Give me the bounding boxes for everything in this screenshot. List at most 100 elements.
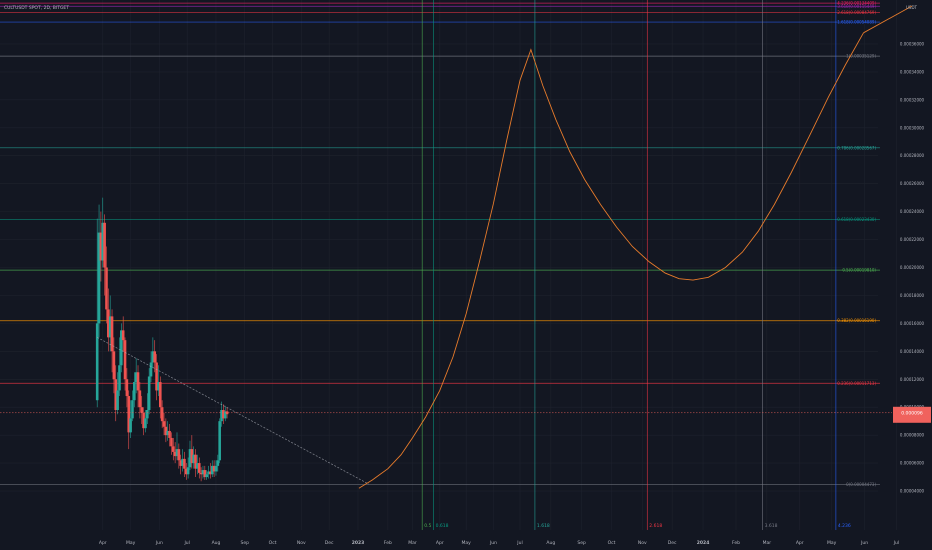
- candle: [140, 396, 144, 424]
- candle: [133, 372, 136, 408]
- candle-body: [157, 382, 160, 391]
- time-zone-label: 1.618: [537, 523, 550, 529]
- x-tick-label: Jul: [183, 540, 189, 546]
- candle: [220, 401, 223, 427]
- x-tick-label: May: [126, 540, 136, 546]
- candle: [166, 421, 170, 441]
- candle-body: [107, 309, 110, 338]
- y-tick-label: 0.00022000: [900, 237, 925, 242]
- candle-body: [222, 410, 225, 419]
- price-axis[interactable]: 0.00036000 0.00034000 0.00032000 0.00030000…: [900, 41, 925, 493]
- candle-body: [144, 418, 147, 429]
- grid: [0, 0, 897, 530]
- time-axis[interactable]: Apr May Jun Jul Aug Sep Oct Nov Dec 2023 Feb Mar Apr…: [99, 540, 899, 546]
- x-tick-label: Jun: [155, 540, 163, 546]
- candle-body: [216, 460, 220, 466]
- candle: [201, 465, 205, 479]
- candle: [209, 463, 212, 479]
- candle: [225, 407, 229, 419]
- candle-body: [210, 465, 214, 475]
- candle-body: [190, 449, 194, 464]
- candle-body: [120, 330, 123, 366]
- last-price-badge: 0.000096: [893, 406, 931, 423]
- candle-body: [147, 376, 151, 410]
- candle: [194, 449, 197, 478]
- y-tick-label: 0.00020000: [900, 265, 925, 270]
- x-tick-label: Sep: [577, 540, 586, 546]
- candle: [212, 460, 216, 478]
- candle: [214, 460, 218, 476]
- candle-body: [99, 232, 103, 261]
- candle-body: [118, 365, 121, 391]
- candle: [177, 443, 181, 469]
- candle-body: [125, 379, 129, 397]
- candle: [121, 316, 125, 352]
- x-tick-label: Aug: [212, 540, 221, 546]
- time-zone-label: 0.618: [436, 523, 449, 529]
- candle: [155, 354, 158, 401]
- fib-level-label: 0.786(0.00028567): [837, 145, 876, 150]
- fib-level-label: 4.236(0.00134409): [837, 1, 876, 6]
- y-tick-label: 0.00008000: [900, 433, 925, 438]
- candle-body: [205, 474, 208, 478]
- y-tick-label: 0.00036000: [900, 41, 925, 46]
- candle: [175, 432, 179, 461]
- candle: [190, 435, 194, 469]
- candle-body: [110, 316, 114, 352]
- candle-body: [207, 471, 210, 475]
- x-tick-label: Jul: [516, 540, 522, 546]
- time-zone-label: 0.5: [424, 523, 431, 529]
- candle-body: [225, 411, 229, 415]
- candle-body: [140, 407, 144, 413]
- candle-body: [168, 430, 171, 438]
- candle: [129, 400, 132, 438]
- candle-body: [162, 421, 166, 427]
- candle: [147, 368, 151, 415]
- fib-level-label: 1.618(0.00054089): [837, 20, 876, 25]
- candle-body: [146, 410, 149, 419]
- fib-level-label: 1(0.00035129): [846, 54, 876, 59]
- fib-retracement[interactable]: 0(0.00004473) 0.236(0.00011713) 0.382(0.00…: [0, 1, 880, 487]
- candle: [136, 365, 140, 408]
- candle: [183, 451, 186, 478]
- candle: [158, 376, 162, 419]
- candle: [127, 390, 131, 450]
- candle-body: [203, 470, 207, 478]
- fib-time-zones[interactable]: 0.5 0.618 1.618 2.618 3.618 4.236: [421, 0, 851, 530]
- drawings[interactable]: [0, 5, 913, 489]
- candle-body: [209, 471, 212, 475]
- trendline[interactable]: [97, 337, 369, 485]
- candle-body: [149, 362, 153, 377]
- y-tick-label: 0.00018000: [900, 293, 925, 298]
- candle-body: [160, 407, 164, 422]
- projection-curve[interactable]: [358, 32, 864, 489]
- x-tick-label: Sep: [240, 540, 249, 546]
- x-tick-label: Apr: [436, 540, 444, 546]
- candle: [125, 368, 129, 408]
- x-tick-label: Oct: [608, 540, 616, 546]
- candle-body: [192, 454, 195, 464]
- candle-body: [183, 458, 186, 469]
- fib-level-label: 0.618(0.00023430): [837, 217, 876, 222]
- candle: [210, 460, 214, 478]
- candle: [171, 437, 175, 461]
- candle: [207, 465, 210, 479]
- candle-body: [114, 379, 118, 410]
- candle: [120, 323, 123, 373]
- candle-body: [133, 382, 136, 401]
- x-tick-label: Dec: [668, 540, 677, 546]
- candle: [108, 295, 112, 352]
- candle-body: [108, 316, 112, 338]
- candle-body: [138, 390, 142, 408]
- candle: [116, 372, 119, 415]
- x-tick-label: May: [462, 540, 472, 546]
- candle: [146, 393, 149, 424]
- x-tick-label: Jun: [860, 540, 868, 546]
- candle: [110, 309, 114, 373]
- time-zone-label: 4.236: [838, 523, 851, 529]
- candle: [197, 457, 201, 479]
- fib-level-label: 0.5(0.00019810): [842, 268, 876, 273]
- candle-body: [166, 430, 170, 436]
- y-tick-label: 0.00032000: [900, 97, 925, 102]
